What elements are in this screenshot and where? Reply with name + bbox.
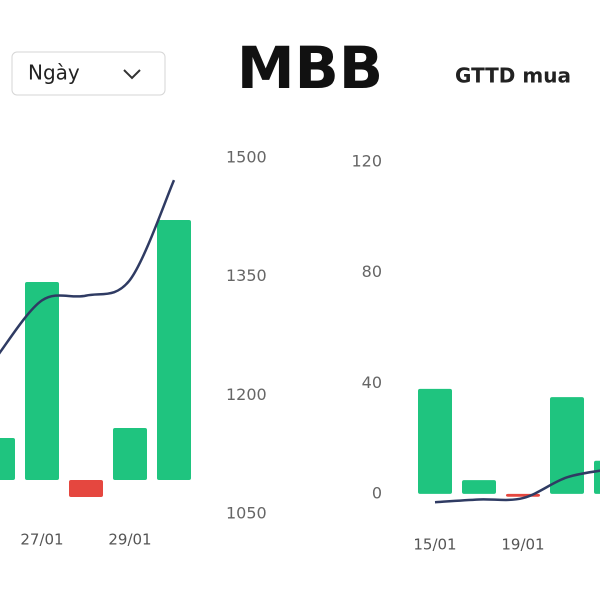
line <box>0 179 176 355</box>
y2-tick-label: 1500 <box>226 148 267 167</box>
x-tick-label: 19/01 <box>501 536 544 554</box>
y-tick-label: 80 <box>362 262 382 281</box>
title: MBB <box>237 34 383 102</box>
x-tick-label: 29/01 <box>108 531 151 549</box>
x-tick-label: 15/01 <box>413 536 456 554</box>
y2-tick-label: 1350 <box>226 266 267 285</box>
bar <box>69 480 103 497</box>
bar <box>462 480 496 494</box>
y-tick-label: 40 <box>362 373 382 392</box>
y-tick-label: 120 <box>351 152 382 171</box>
bar <box>550 397 584 494</box>
bar <box>0 438 15 480</box>
right-title: GTTD mua <box>455 64 571 88</box>
x-tick-label: 27/01 <box>20 531 63 549</box>
line <box>434 469 600 504</box>
bar <box>113 428 147 480</box>
y-tick-label: 0 <box>372 483 382 502</box>
chevron[interactable] <box>123 69 141 80</box>
period-dropdown[interactable]: Ngày <box>11 51 166 96</box>
dropdown-label[interactable]: Ngày <box>28 61 80 85</box>
dropdown-box[interactable] <box>11 51 166 96</box>
y2-tick-label: 1200 <box>226 385 267 404</box>
bar <box>25 282 59 480</box>
bar <box>594 460 600 494</box>
y2-tick-label: 1050 <box>226 504 267 523</box>
bar <box>418 388 452 494</box>
bar <box>157 220 191 480</box>
